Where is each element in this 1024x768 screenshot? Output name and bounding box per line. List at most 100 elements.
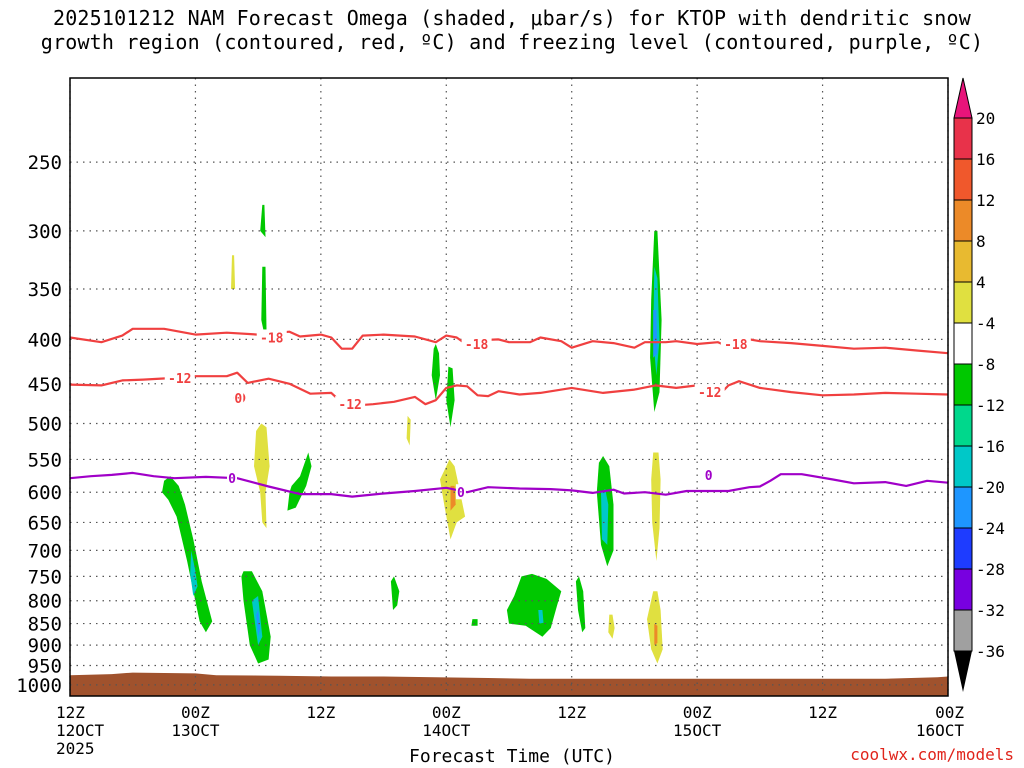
x-tick-hour-3: 00Z [432,703,461,722]
y-tick-label-2: 350 [28,279,62,301]
x-tick-hour-4: 12Z [557,703,586,722]
colorbar-swatch-3 [953,240,973,283]
colorbar-label-12: -32 [976,601,1005,620]
y-axis-labels: 2503003504004505005506006507007508008509… [16,152,62,697]
colorbar-label-0: 20 [976,109,995,128]
chart-title-line2: growth region (contoured, red, ºC) and f… [40,30,984,54]
y-tick-label-10: 750 [28,566,62,588]
omega-shading-group [162,204,663,664]
x-tick-year-0: 2025 [56,739,95,758]
contour-label-bg-5 [694,384,725,400]
colorbar-swatch-last [953,609,973,652]
contour-label-bg-6 [233,389,244,405]
colorbar: 20 16 12 8 4 -4 -8 -12 -16 -20 -24 -28 -32 -36 [953,77,1005,692]
contour-label-5: -12 [698,386,721,401]
omega-region-11 [406,415,411,446]
omega-region-6 [287,452,312,511]
omega-region-17 [506,573,562,637]
contour-dgz-minus18 [70,327,948,355]
omega-region-26 [653,310,658,358]
contour-label-7: 0 [228,472,236,487]
omega-region-22 [608,614,615,639]
colorbar-label-10: -24 [976,519,1005,538]
colorbar-swatch-10 [953,527,973,570]
contour-label-bg-9 [703,466,714,482]
site-credit[interactable]: coolwx.com/models [850,745,1014,764]
colorbar-swatch-2 [953,199,973,242]
contour-label-6: 0 [234,392,242,407]
y-tick-label-8: 650 [28,512,62,534]
omega-region-8 [261,266,267,335]
x-axis-title: Forecast Time (UTC) [409,746,615,767]
chart-title-line1: 2025101212 NAM Forecast Omega (shaded, μ… [52,6,972,30]
colorbar-swatch-1 [953,158,973,201]
colorbar-label-13: -36 [976,642,1005,661]
x-tick-hour-0: 12Z [56,703,85,722]
contour-label-bg-4 [335,396,366,412]
omega-region-21 [601,489,609,545]
colorbar-label-11: -28 [976,560,1005,579]
colorbar-swatch-5 [953,322,973,365]
y-tick-label-12: 850 [28,614,62,636]
plot-frame [69,77,949,697]
contour-freezing-level [70,471,948,498]
colorbar-swatch-8 [953,445,973,488]
colorbar-label-1: 16 [976,150,995,169]
x-tick-date-7: 16OCT [916,721,965,740]
contour-dgz-minus12 [70,371,948,407]
contour-label-3: -12 [168,372,191,387]
x-tick-hour-1: 00Z [181,703,210,722]
colorbar-label-8: -16 [976,437,1005,456]
x-tick-date-5: 15OCT [673,721,722,740]
x-tick-date-0: 12OCT [56,721,105,740]
x-tick-hour-6: 12Z [808,703,837,722]
contour-label-bg-2 [720,336,751,352]
contour-label-4: -12 [338,398,361,413]
y-tick-label-9: 700 [28,540,62,562]
colorbar-label-9: -20 [976,478,1005,497]
omega-region-10 [390,576,400,610]
omega-region-12 [431,344,440,401]
y-tick-label-5: 500 [28,413,62,435]
contour-label-bg-1 [461,336,492,352]
colorbar-label-2: 12 [976,191,995,210]
contour-label-0: -18 [260,331,284,346]
chart-title: 2025101212 NAM Forecast Omega (shaded, μ… [0,6,1024,54]
y-tick-label-0: 250 [28,152,62,174]
colorbar-label-7: -12 [976,396,1005,415]
x-tick-hour-2: 12Z [306,703,335,722]
y-tick-label-7: 600 [28,482,62,504]
contour-label-2: -18 [724,338,748,353]
x-tick-date-3: 14OCT [422,721,471,740]
x-tick-hour-5: 00Z [683,703,712,722]
contour-label-1: -18 [465,338,489,353]
ground-terrain [70,672,948,696]
y-tick-label-15: 1000 [16,675,62,697]
omega-region-13 [446,366,455,428]
omega-region-16 [471,619,478,626]
omega-region-19 [575,576,586,633]
y-tick-label-4: 450 [28,374,62,396]
colorbar-swatch-11 [953,568,973,611]
colorbar-swatch-7 [953,404,973,447]
contour-label-bg-0 [256,329,287,345]
contour-label-8: 0 [457,486,465,501]
omega-region-7 [260,204,266,238]
omega-region-5 [254,423,270,529]
y-tick-label-6: 550 [28,449,62,471]
omega-region-18 [538,610,544,624]
y-tick-label-11: 800 [28,591,62,613]
x-tick-hour-7: 00Z [935,703,964,722]
colorbar-label-6: -8 [976,355,995,374]
contour-label-9: 0 [705,469,713,484]
y-tick-label-1: 300 [28,221,62,243]
colorbar-label-5: -4 [976,314,995,333]
omega-region-9 [231,255,236,289]
colorbar-swatch-6 [953,363,973,406]
colorbar-swatch-0 [953,117,973,160]
y-tick-label-14: 950 [28,656,62,678]
omega-region-28 [654,623,658,646]
colorbar-bottom-arrow [954,651,972,692]
